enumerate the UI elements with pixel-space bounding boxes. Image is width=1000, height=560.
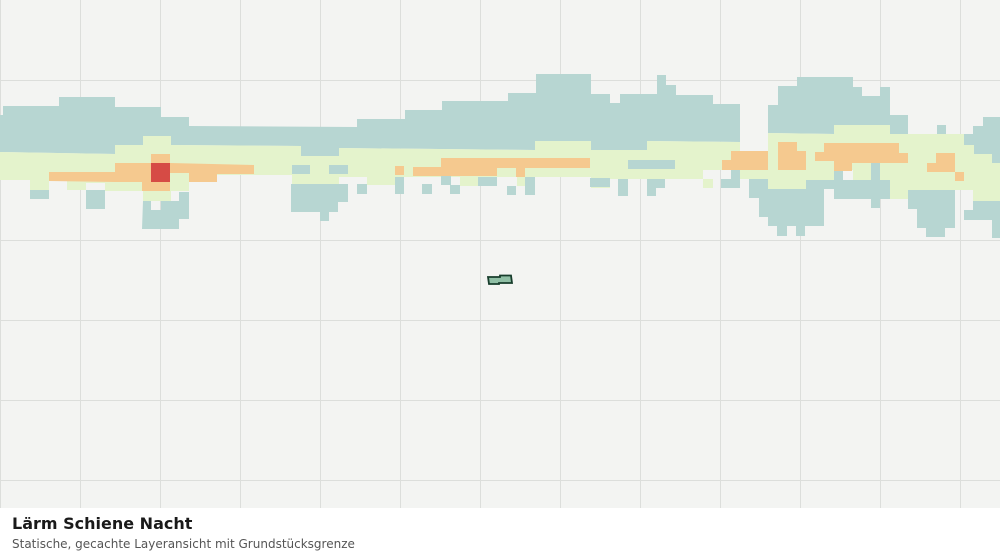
caption-panel: Lärm Schiene Nacht Statische, gecachte L… xyxy=(0,508,1000,560)
map-background xyxy=(0,0,1000,508)
map-view xyxy=(0,0,1000,508)
layer-subtitle: Statische, gecachte Layeransicht mit Gru… xyxy=(12,537,355,551)
parcel-boundary xyxy=(486,274,514,285)
layer-title: Lärm Schiene Nacht xyxy=(12,514,193,533)
noise-layer xyxy=(0,74,1000,238)
